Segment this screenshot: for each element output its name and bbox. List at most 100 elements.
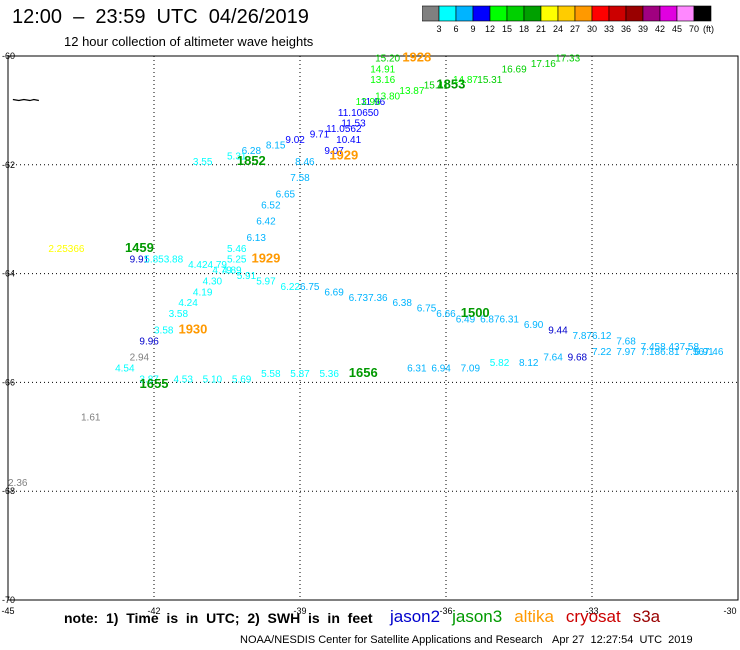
x-tick-label: -33 <box>585 606 598 616</box>
credit-text: NOAA/NESDIS Center for Satellite Applica… <box>240 634 543 646</box>
wave-height-label: 5.85 <box>144 255 164 266</box>
wave-height-label: 7.18 <box>641 347 661 358</box>
wave-height-label: 7.56 <box>684 347 704 358</box>
satellite-legend: jason2 jason3 altika cryosat s3a <box>390 607 672 627</box>
x-tick-label: -45 <box>1 606 14 616</box>
scale-label: 12 <box>485 24 495 34</box>
y-tick-label: -70 <box>2 595 15 605</box>
wave-height-label: 9.71 <box>310 130 330 141</box>
wave-height-label: 4.79 <box>208 260 228 271</box>
wave-height-label: 3.55 <box>193 157 213 168</box>
wave-height-label: 6.52 <box>261 200 281 211</box>
wave-height-label: 5.87 <box>290 369 310 380</box>
wave-height-label: 15.20 <box>375 53 400 64</box>
y-tick-label: -62 <box>2 160 15 170</box>
wave-height-label: 6.12 <box>592 331 612 342</box>
wave-height-label: 4.53 <box>173 374 193 385</box>
pass-time-label: 1656 <box>349 365 378 380</box>
wave-height-label: 9.02 <box>285 135 305 146</box>
wave-height-label: 3.58 <box>169 309 189 320</box>
wave-height-label: 5.25 <box>227 255 247 266</box>
x-tick-label: -30 <box>723 606 736 616</box>
wave-height-label: 5.82 <box>490 358 510 369</box>
wave-height-label: 5.97 <box>256 276 276 287</box>
wave-height-label: 7.64 <box>543 353 563 364</box>
y-tick-label: -64 <box>2 269 15 279</box>
wave-height-label: 6.66 <box>436 309 456 320</box>
wave-height-label: 15.41 <box>424 81 449 92</box>
wave-height-label: 1.61 <box>81 412 101 423</box>
wave-height-label: 5.36 <box>319 369 339 380</box>
wave-height-label: 2.36 <box>8 478 28 489</box>
scale-label: 21 <box>536 24 546 34</box>
wave-height-label: 7.36 <box>368 293 388 304</box>
wave-height-label: 6.13 <box>246 233 266 244</box>
scale-label: 9 <box>470 24 475 34</box>
wave-height-label: 8.15 <box>266 140 286 151</box>
wave-height-label: 11.53 <box>341 119 366 130</box>
wave-height-label: 5.69 <box>232 374 252 385</box>
wave-height-label: 7.45 <box>641 342 661 353</box>
scale-label: 6 <box>453 24 458 34</box>
scale-label: 33 <box>604 24 614 34</box>
scale-label: 45 <box>672 24 682 34</box>
wave-height-label: 7.97 <box>616 347 636 358</box>
wave-height-label: 5.10 <box>203 374 223 385</box>
y-tick-label: -60 <box>2 51 15 61</box>
pass-time-label: 1930 <box>178 321 207 336</box>
pass-time-label: 1852 <box>237 153 266 168</box>
wave-height-label: 3.87 <box>139 374 159 385</box>
wave-height-label: 17.16 <box>531 59 556 70</box>
wave-height-label: 8.43 <box>660 342 680 353</box>
satellite-legend-jason2: jason2 <box>390 607 441 626</box>
wave-height-label: 3.58 <box>154 325 174 336</box>
wave-height-label: 4.42 <box>188 260 208 271</box>
wave-height-label: 8.46 <box>295 157 315 168</box>
scale-unit: (ft) <box>703 24 714 34</box>
x-tick-label: -42 <box>147 606 160 616</box>
wave-height-label: 15.31 <box>477 75 502 86</box>
wave-height-label: 13.80 <box>375 92 400 103</box>
y-tick-label: -66 <box>2 377 15 387</box>
wave-height-label: 5.31 <box>227 151 247 162</box>
pass-time-label: 1929 <box>251 251 280 266</box>
x-tick-label: -39 <box>293 606 306 616</box>
wave-height-label: 11.96 <box>361 97 386 108</box>
pass-time-label: 1929 <box>329 147 358 162</box>
wave-height-label: 9.68 <box>568 353 588 364</box>
wave-height-label: 4.24 <box>178 298 198 309</box>
island-outline <box>12 98 39 102</box>
scale-label: 36 <box>621 24 631 34</box>
wave-height-label: 7.09 <box>461 364 481 375</box>
color-scale-legend: 3 6 9 12 15 18 21 24 27 30 33 36 39 42 45 70 (ft) <box>422 5 714 34</box>
scale-label: 24 <box>553 24 563 34</box>
generation-timestamp: Apr 27 12:27:54 UTC 2019 <box>552 634 693 646</box>
wave-height-label: 11.10650 <box>338 108 379 119</box>
wave-height-label: 2.25366 <box>48 244 85 255</box>
wave-height-label: 11.0562 <box>326 124 362 135</box>
wave-height-label: 6.75 <box>417 304 437 315</box>
wave-height-label: 7.68 <box>616 336 636 347</box>
wave-height-label: 6.28 <box>242 146 262 157</box>
wave-height-label: 8.12 <box>519 358 539 369</box>
wave-height-label: 6.31 <box>407 364 427 375</box>
scale-label: 30 <box>587 24 597 34</box>
scale-label: 15 <box>502 24 512 34</box>
satellite-legend-jason3: jason3 <box>452 607 503 626</box>
page-subtitle: 12 hour collection of altimeter wave hei… <box>64 34 314 49</box>
wave-height-label: 9.44 <box>548 325 568 336</box>
scale-label: 70 <box>689 24 699 34</box>
wave-height-label: 6.94 <box>431 364 451 375</box>
wave-height-label: 7.46 <box>704 347 724 358</box>
wave-height-label: 6.38 <box>392 298 412 309</box>
scale-label: 27 <box>570 24 580 34</box>
scale-swatch <box>693 5 712 22</box>
wave-height-label: 6.42 <box>256 217 276 228</box>
wave-height-label: 14.91 <box>370 64 395 75</box>
wave-height-label: 13.87 <box>399 86 424 97</box>
pass-time-label: 1853 <box>436 77 465 92</box>
wave-height-label: 6.75 <box>300 282 320 293</box>
plot-frame <box>7 55 739 601</box>
scale-label: 18 <box>519 24 529 34</box>
